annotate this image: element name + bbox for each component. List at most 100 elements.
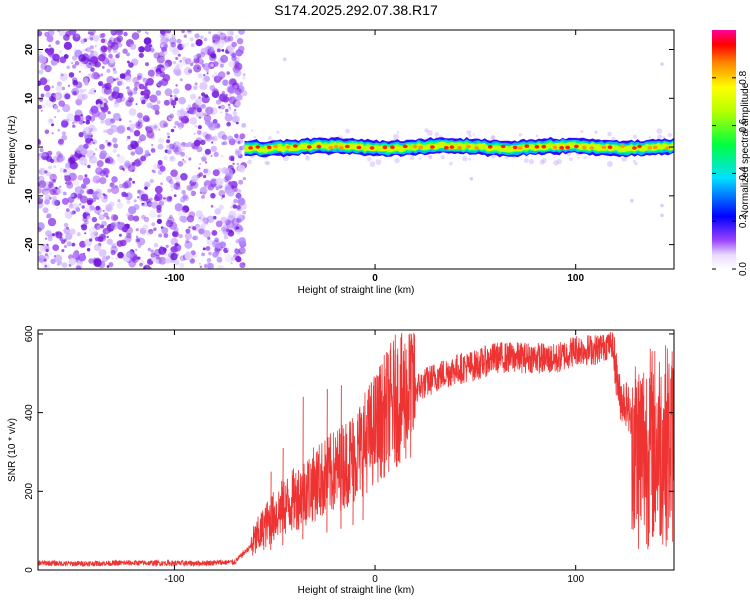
noise-blob — [214, 72, 218, 76]
noise-blob — [224, 35, 231, 43]
noise-blob — [110, 124, 114, 128]
noise-blob — [147, 247, 151, 252]
signal-peak — [647, 146, 653, 150]
halo-blob — [409, 155, 415, 161]
signal-peak — [316, 144, 322, 149]
noise-blob — [88, 226, 97, 236]
noise-blob — [106, 76, 115, 84]
noise-blob — [54, 116, 57, 119]
noise-blob — [170, 188, 174, 192]
noise-blob — [242, 177, 246, 181]
noise-blob — [185, 228, 191, 234]
noise-blob — [104, 118, 113, 126]
noise-blob — [131, 255, 139, 264]
noise-blob — [168, 143, 175, 150]
noise-blob — [199, 265, 203, 268]
noise-blob — [184, 240, 193, 249]
noise-blob — [41, 152, 47, 157]
noise-blob — [133, 215, 140, 222]
noise-blob — [226, 247, 230, 251]
noise-blob — [235, 229, 242, 236]
noise-blob — [94, 128, 98, 132]
noise-blob — [194, 171, 197, 174]
noise-blob — [215, 99, 221, 105]
noise-blob — [56, 151, 62, 157]
noise-blob — [50, 258, 56, 265]
noise-blob — [208, 53, 217, 62]
noise-blob — [99, 96, 104, 102]
noise-blob — [211, 230, 218, 236]
noise-blob — [110, 249, 116, 256]
noise-blob — [127, 164, 136, 173]
noise-blob — [110, 30, 117, 36]
noise-blob — [74, 115, 81, 122]
noise-blob — [111, 243, 117, 249]
noise-blob — [173, 125, 177, 129]
noise-blob — [110, 185, 120, 195]
noise-blob — [82, 177, 91, 185]
noise-blob — [242, 73, 246, 76]
noise-blob — [163, 155, 168, 160]
noise-blob — [131, 32, 140, 40]
noise-blob — [239, 96, 243, 99]
noise-blob — [231, 116, 238, 123]
noise-blob — [40, 63, 47, 70]
snr-y-tick-label: 600 — [24, 325, 35, 342]
noise-blob — [208, 122, 217, 131]
noise-blob — [184, 252, 193, 261]
noise-blob — [38, 176, 44, 184]
noise-blob — [157, 143, 164, 150]
signal-peak — [285, 145, 291, 149]
noise-blob — [97, 212, 100, 216]
colorbar-gradient — [712, 30, 736, 269]
noise-blob — [109, 57, 116, 64]
noise-blob — [63, 41, 72, 50]
noise-blob — [48, 165, 53, 170]
noise-blob — [128, 177, 133, 182]
noise-blob — [153, 243, 159, 248]
noise-blob — [105, 139, 109, 143]
noise-blob — [182, 60, 188, 66]
colorbar-tick-label: 0.6 — [738, 118, 749, 132]
noise-blob — [225, 108, 229, 113]
outlier-blob — [660, 213, 664, 218]
noise-blob — [145, 126, 153, 134]
noise-blob — [204, 94, 209, 98]
noise-blob — [66, 241, 72, 247]
noise-blob — [116, 80, 123, 86]
noise-blob — [45, 230, 52, 237]
noise-blob — [117, 124, 126, 133]
noise-blob — [38, 180, 47, 189]
noise-blob — [198, 96, 201, 99]
noise-blob — [194, 82, 198, 86]
noise-blob — [106, 255, 111, 260]
snr-x-tick-label: 100 — [567, 574, 584, 585]
halo-blob — [449, 161, 453, 166]
noise-blob — [220, 216, 228, 224]
noise-blob — [108, 95, 114, 101]
noise-blob — [94, 148, 98, 151]
noise-blob — [228, 106, 232, 109]
noise-blob — [179, 262, 185, 268]
noise-blob — [220, 54, 229, 63]
noise-blob — [200, 47, 208, 55]
noise-blob — [93, 258, 102, 268]
halo-blob — [569, 157, 573, 162]
noise-blob — [216, 48, 221, 53]
noise-blob — [91, 198, 97, 203]
noise-blob — [100, 73, 104, 76]
noise-blob — [104, 82, 112, 90]
noise-blob — [135, 158, 143, 166]
signal-peak — [273, 144, 278, 149]
spectrogram-y-tick-label: 10 — [24, 92, 35, 104]
noise-blob — [204, 161, 208, 164]
noise-blob — [139, 260, 145, 265]
noise-blob — [117, 52, 121, 55]
noise-blob — [144, 181, 151, 188]
noise-blob — [74, 186, 83, 195]
noise-blob — [231, 52, 237, 58]
noise-blob — [132, 180, 136, 184]
noise-blob — [111, 91, 116, 97]
noise-blob — [177, 209, 186, 218]
noise-blob — [167, 135, 170, 139]
